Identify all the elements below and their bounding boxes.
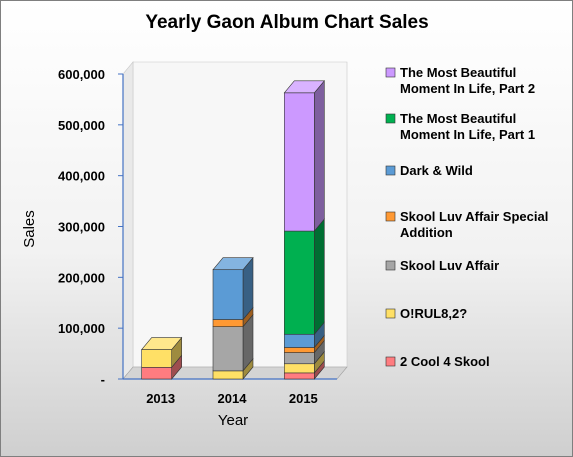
legend-label: The Most Beautiful: [400, 65, 516, 80]
bars: [141, 79, 325, 380]
legend-item: O!RUL8,2?: [385, 306, 467, 321]
bar-segment: [283, 79, 325, 232]
legend-item: Dark & Wild: [385, 163, 473, 178]
legend-label: O!RUL8,2?: [400, 306, 467, 321]
bar-top-face: [141, 337, 183, 350]
bar-front-face: [212, 269, 244, 320]
legend-label: Dark & Wild: [400, 163, 473, 178]
legend-swatch: [385, 113, 396, 124]
legend-item: Skool Luv Affair: [385, 258, 499, 273]
bar-front-face: [284, 92, 315, 232]
legend-label: The Most Beautiful: [400, 111, 516, 126]
legend-label: Addition: [400, 225, 453, 240]
bar-front-face: [212, 319, 244, 327]
legend-label: 2 Cool 4 Skool: [400, 354, 490, 369]
bar-front-face: [212, 370, 244, 380]
legend-label: Moment In Life, Part 2: [400, 81, 535, 96]
chart-title: Yearly Gaon Album Chart Sales: [145, 12, 428, 33]
y-tick-label: 100,000: [58, 321, 105, 336]
bar-front-face: [284, 230, 315, 335]
legend-swatch: [385, 67, 396, 78]
y-tick-label: 400,000: [58, 169, 105, 184]
legend-swatch: [385, 211, 396, 222]
bar-front-face: [284, 372, 315, 380]
bar-front-face: [284, 363, 315, 374]
legend-item: 2 Cool 4 Skool: [385, 354, 490, 369]
y-tick-label: 600,000: [58, 67, 105, 82]
bar-side-face: [314, 79, 325, 232]
x-axis-label: Year: [218, 412, 248, 429]
x-axis-categories: 2013 2014 2015: [146, 391, 318, 406]
legend-label: Moment In Life, Part 1: [400, 127, 535, 142]
bar-front-face: [284, 347, 315, 353]
x-tick-label: 2013: [146, 391, 175, 406]
bar-segment: [284, 218, 325, 336]
bar-segment: [141, 336, 183, 369]
y-axis-ticks: - 100,000 200,000 300,000 400,000 500,000 600,…: [58, 67, 123, 387]
bar-top-face: [283, 80, 325, 94]
legend-swatch: [385, 356, 396, 367]
y-tick-label: -: [101, 372, 105, 387]
bar-front-face: [284, 333, 315, 348]
bar-segment: [284, 321, 325, 349]
bar-segment: [212, 313, 254, 372]
legend-swatch: [385, 260, 396, 271]
legend-swatch: [385, 165, 396, 176]
bar-top-face: [212, 257, 254, 271]
x-tick-label: 2015: [289, 391, 318, 406]
legend-swatch: [385, 308, 396, 319]
bar-segment: [212, 256, 254, 321]
bar-side-face: [314, 218, 325, 336]
y-axis-label: Sales: [21, 210, 38, 248]
bar-front-face: [284, 352, 315, 365]
bar-front-face: [141, 367, 172, 380]
y-tick-label: 500,000: [58, 118, 105, 133]
bar-front-face: [141, 349, 172, 368]
bar-front-face: [212, 326, 244, 372]
x-tick-label: 2014: [218, 391, 248, 406]
y-tick-label: 200,000: [58, 270, 105, 285]
side-wall: [122, 61, 134, 380]
legend-label: Skool Luv Affair Special: [400, 209, 548, 224]
y-tick-label: 300,000: [58, 220, 105, 235]
legend-label: Skool Luv Affair: [400, 258, 499, 273]
